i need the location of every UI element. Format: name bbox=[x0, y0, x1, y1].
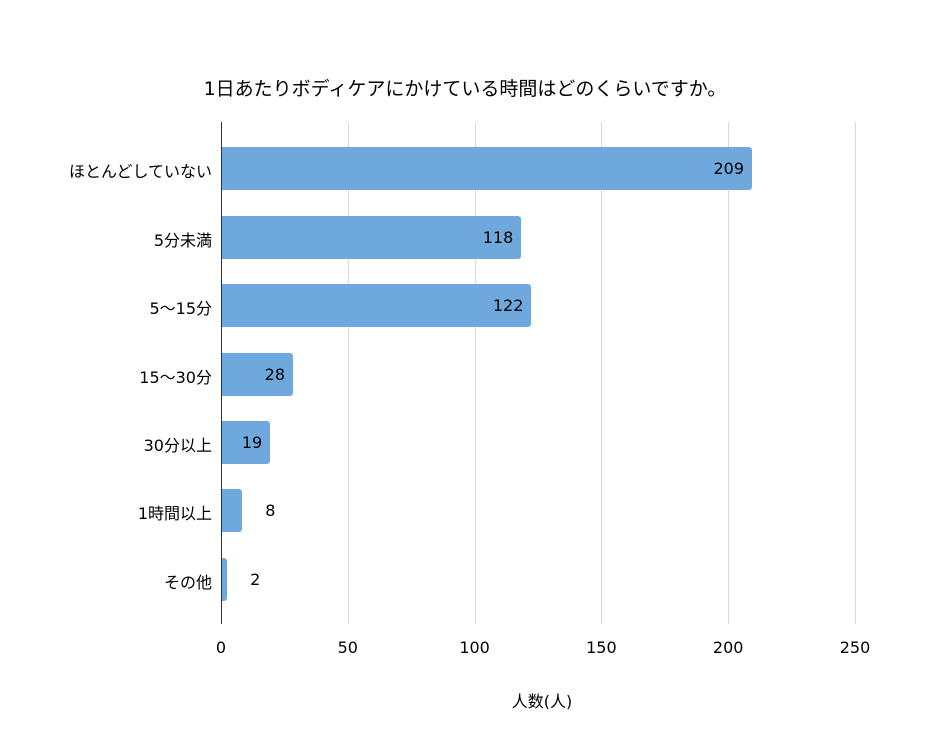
x-tick-label: 200 bbox=[712, 638, 744, 657]
data-label: 28 bbox=[264, 364, 286, 384]
bar bbox=[222, 420, 271, 464]
bar bbox=[222, 352, 293, 396]
bar bbox=[222, 488, 243, 532]
bar bbox=[222, 215, 522, 259]
chart-title: 1日あたりボディケアにかけている時間はどのくらいですか。 bbox=[203, 78, 727, 100]
data-label: 118 bbox=[482, 227, 514, 247]
x-tick-label: 0 bbox=[215, 638, 227, 657]
x-tick-label: 250 bbox=[839, 638, 871, 657]
y-axis-line bbox=[221, 122, 222, 624]
category-label: 5分未満 bbox=[153, 231, 212, 250]
bar bbox=[222, 283, 532, 327]
category-label: その他 bbox=[163, 573, 212, 592]
x-tick-label: 150 bbox=[586, 638, 617, 657]
data-label: 209 bbox=[713, 158, 745, 178]
data-label: 8 bbox=[265, 500, 276, 520]
gridline bbox=[474, 122, 476, 624]
data-label: 2 bbox=[250, 569, 261, 589]
bar bbox=[222, 146, 753, 190]
x-axis-label: 人数(人) bbox=[511, 692, 573, 711]
data-label: 19 bbox=[241, 432, 263, 452]
data-label: 122 bbox=[492, 295, 524, 315]
x-tick-label: 50 bbox=[337, 638, 358, 657]
x-tick-label: 100 bbox=[459, 638, 490, 657]
category-label: ほとんどしていない bbox=[68, 162, 212, 181]
plot-area: 209 118 122 28 19 8 2 bbox=[221, 122, 861, 624]
gridline bbox=[728, 122, 730, 624]
bar bbox=[222, 557, 228, 601]
category-label: 30分以上 bbox=[143, 436, 212, 455]
gridline bbox=[347, 122, 349, 624]
gridline bbox=[601, 122, 603, 624]
category-label: 15〜30分 bbox=[139, 368, 212, 387]
gridline bbox=[855, 122, 856, 624]
category-label: 5〜15分 bbox=[149, 299, 212, 318]
category-label: 1時間以上 bbox=[137, 504, 212, 523]
